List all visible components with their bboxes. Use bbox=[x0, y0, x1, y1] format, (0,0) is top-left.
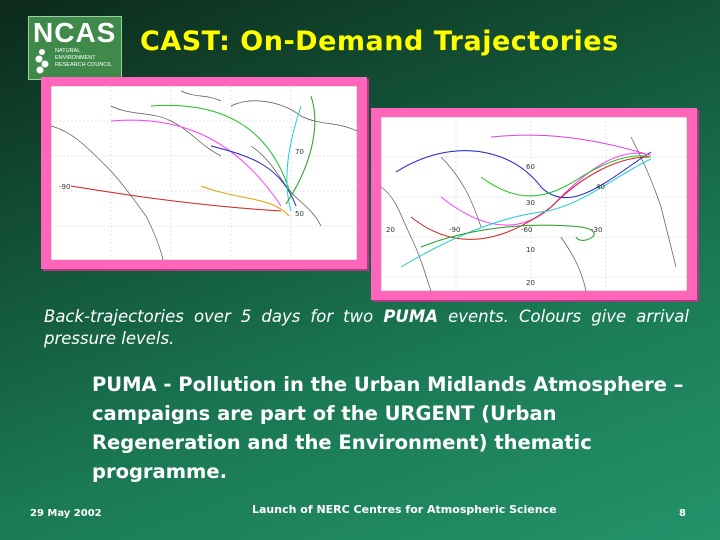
left-label-3: 50 bbox=[295, 210, 304, 218]
left-label-2: 70 bbox=[295, 148, 304, 156]
right-label-9: 20 bbox=[526, 279, 535, 287]
puma-description: PUMA - Pollution in the Urban Midlands A… bbox=[92, 373, 684, 483]
right-label-1: 60 bbox=[526, 163, 535, 171]
right-label-3: -90 bbox=[449, 226, 460, 234]
figure-caption: Back-trajectories over 5 days for two PU… bbox=[44, 307, 689, 348]
right-label-4: -60 bbox=[521, 226, 532, 234]
left-label-1: -90 bbox=[59, 183, 70, 191]
footer-event: Launch of NERC Centres for Atmospheric S… bbox=[252, 503, 557, 516]
trajectory-map-right: 60 20 -90 -60 -30 30 40 10 20 bbox=[371, 108, 697, 300]
ncas-logo: NCAS NATURAL ENVIRONMENT RESEARCH COUNCI… bbox=[28, 16, 122, 80]
right-label-8: 10 bbox=[526, 246, 535, 254]
right-label-2: 20 bbox=[386, 226, 395, 234]
slide-title: CAST: On-Demand Trajectories bbox=[140, 26, 619, 57]
logo-text: NCAS bbox=[33, 17, 117, 48]
map-left-plot: -90 70 50 bbox=[51, 86, 357, 260]
right-label-7: 40 bbox=[596, 183, 605, 191]
trajectory-map-left: -90 70 50 bbox=[41, 77, 367, 269]
footer-date: 29 May 2002 bbox=[30, 508, 102, 519]
slide-number: 8 bbox=[679, 508, 686, 519]
map-right-plot: 60 20 -90 -60 -30 30 40 10 20 bbox=[381, 117, 687, 291]
leaf-icon bbox=[35, 49, 49, 74]
logo-subtitle: NATURAL ENVIRONMENT RESEARCH COUNCIL bbox=[55, 48, 112, 68]
caption-bold-term: PUMA bbox=[383, 307, 439, 326]
right-label-5: -30 bbox=[591, 226, 602, 234]
right-label-6: 30 bbox=[526, 199, 535, 207]
